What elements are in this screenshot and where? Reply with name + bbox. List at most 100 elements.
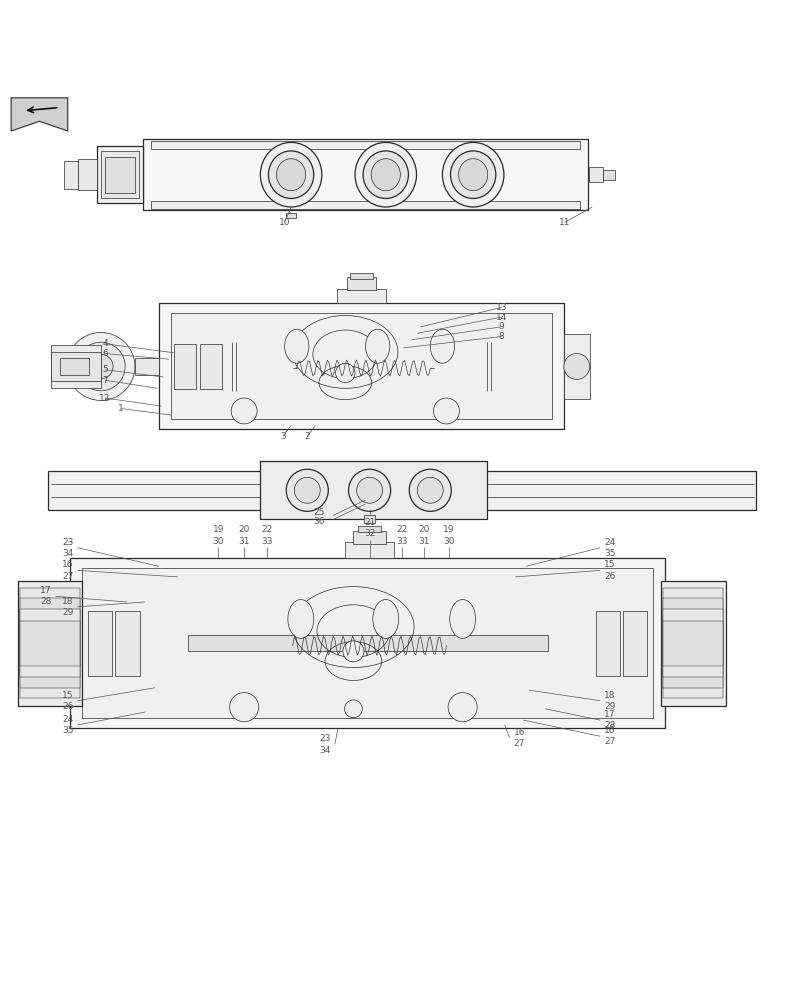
Text: 28: 28 [603, 721, 615, 730]
Text: 22: 22 [261, 525, 272, 534]
Circle shape [286, 469, 328, 511]
Text: 5: 5 [102, 365, 108, 374]
Ellipse shape [458, 159, 487, 191]
Bar [159, 303, 563, 429]
Circle shape [342, 641, 363, 662]
Bar [663, 609, 722, 677]
Text: 35: 35 [62, 726, 74, 735]
Text: 30: 30 [212, 537, 224, 546]
Bar [49, 471, 756, 510]
Text: 34: 34 [319, 746, 330, 755]
Circle shape [344, 700, 362, 718]
Bar [115, 611, 139, 676]
Bar [595, 611, 620, 676]
Bar [260, 461, 487, 519]
Text: 33: 33 [261, 537, 272, 546]
Text: 27: 27 [62, 572, 73, 581]
Bar [70, 558, 664, 728]
Circle shape [448, 693, 477, 722]
Text: 16: 16 [603, 726, 615, 735]
Ellipse shape [450, 151, 496, 198]
Ellipse shape [354, 142, 416, 207]
Bar [143, 139, 587, 210]
Bar [358, 526, 380, 532]
Text: 23: 23 [319, 734, 330, 743]
Bar [563, 334, 589, 399]
Text: 19: 19 [212, 525, 224, 534]
Bar [105, 157, 135, 193]
Bar [97, 146, 143, 203]
Bar [663, 588, 722, 698]
Bar [588, 167, 603, 182]
Text: 17: 17 [40, 586, 52, 595]
Bar [660, 581, 725, 706]
Text: 32: 32 [363, 529, 375, 538]
Text: 36: 36 [312, 517, 324, 526]
Ellipse shape [268, 151, 313, 198]
Bar [346, 277, 375, 290]
Circle shape [231, 398, 257, 424]
Circle shape [563, 354, 589, 379]
Text: 28: 28 [41, 597, 52, 606]
Text: 27: 27 [603, 737, 615, 746]
Text: 16: 16 [62, 560, 74, 569]
Circle shape [67, 332, 135, 400]
Text: 22: 22 [396, 525, 407, 534]
Bar [187, 635, 547, 651]
Bar [51, 345, 101, 388]
Text: 20: 20 [238, 525, 250, 534]
Bar [337, 289, 385, 303]
Circle shape [417, 477, 443, 503]
Text: 10: 10 [278, 218, 290, 227]
Circle shape [335, 363, 354, 383]
Text: 27: 27 [513, 739, 525, 748]
Bar [663, 598, 722, 688]
Text: 18: 18 [62, 597, 74, 606]
Bar [200, 344, 222, 389]
Ellipse shape [285, 329, 308, 363]
Text: 33: 33 [396, 537, 407, 546]
Bar [171, 313, 551, 419]
Bar [20, 588, 79, 698]
Circle shape [88, 354, 113, 379]
Text: 19: 19 [443, 525, 454, 534]
Text: 4: 4 [102, 339, 108, 348]
Text: 7: 7 [102, 376, 108, 385]
Text: 20: 20 [418, 525, 429, 534]
Bar [60, 358, 88, 375]
Text: 3: 3 [280, 432, 285, 441]
Ellipse shape [449, 600, 475, 638]
Text: 9: 9 [498, 322, 504, 331]
Text: 11: 11 [558, 218, 569, 227]
Bar [363, 515, 375, 523]
Bar [174, 344, 196, 389]
Text: 24: 24 [603, 538, 615, 547]
Text: 14: 14 [496, 313, 507, 322]
Text: 25: 25 [312, 508, 324, 517]
Ellipse shape [363, 151, 408, 198]
Bar [353, 531, 385, 544]
Polygon shape [11, 98, 67, 131]
Text: 29: 29 [603, 702, 615, 711]
Text: 12: 12 [99, 394, 110, 403]
Circle shape [356, 477, 382, 503]
Ellipse shape [365, 329, 389, 363]
Bar [603, 170, 614, 180]
Text: 35: 35 [603, 549, 615, 558]
Bar [63, 161, 78, 189]
Text: 30: 30 [443, 537, 454, 546]
Text: 15: 15 [603, 560, 615, 569]
Bar [51, 352, 101, 381]
Ellipse shape [287, 600, 313, 638]
Text: 6: 6 [102, 349, 108, 358]
Text: 23: 23 [62, 538, 73, 547]
Text: 31: 31 [238, 537, 250, 546]
Ellipse shape [277, 159, 305, 191]
Text: 24: 24 [62, 715, 73, 724]
Bar [135, 358, 159, 375]
Bar [18, 581, 82, 706]
Bar [78, 159, 97, 190]
Text: 18: 18 [603, 691, 615, 700]
Text: 1: 1 [118, 404, 124, 413]
Ellipse shape [372, 600, 398, 638]
